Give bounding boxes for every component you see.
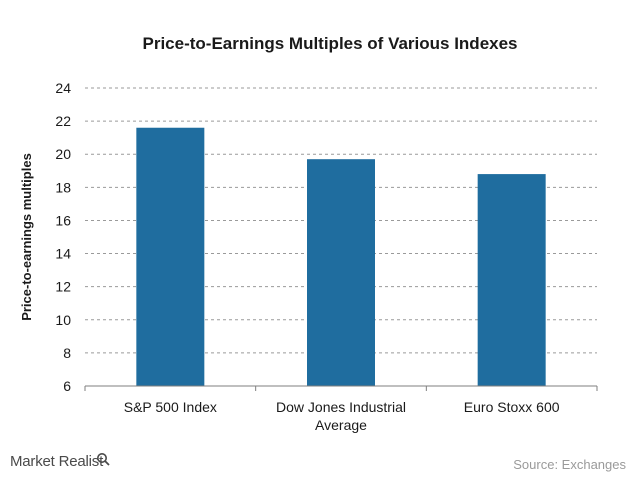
category-label: Average xyxy=(315,417,367,433)
bar xyxy=(136,127,205,386)
chart-title: Price-to-Earnings Multiples of Various I… xyxy=(142,34,517,53)
y-tick-label: 6 xyxy=(63,378,71,394)
category-label: S&P 500 Index xyxy=(124,399,217,415)
y-tick-label: 20 xyxy=(55,146,71,162)
y-tick-label: 16 xyxy=(55,212,71,228)
bar xyxy=(477,174,546,386)
magnifier-icon xyxy=(97,453,110,466)
y-tick-label: 24 xyxy=(55,80,71,96)
y-tick-label: 22 xyxy=(55,113,71,129)
y-axis-label: Price-to-earnings multiples xyxy=(19,153,34,321)
source-note: Source: Exchanges xyxy=(513,457,626,472)
y-tick-label: 14 xyxy=(55,246,71,262)
category-labels: S&P 500 Index Dow Jones Industrial Average… xyxy=(124,399,560,433)
y-tick-label: 18 xyxy=(55,179,71,195)
category-label: Euro Stoxx 600 xyxy=(464,399,560,415)
x-tick-marks xyxy=(84,386,598,391)
category-label: Dow Jones Industrial xyxy=(276,399,406,415)
y-tick-label: 12 xyxy=(55,279,71,295)
y-tick-label: 8 xyxy=(63,345,71,361)
bars xyxy=(136,127,546,386)
y-tick-label: 10 xyxy=(55,312,71,328)
bar xyxy=(307,159,375,386)
y-tick-labels: 6 8 10 12 14 16 18 20 22 24 xyxy=(55,80,71,394)
brand-name: Market Realist xyxy=(10,453,104,470)
